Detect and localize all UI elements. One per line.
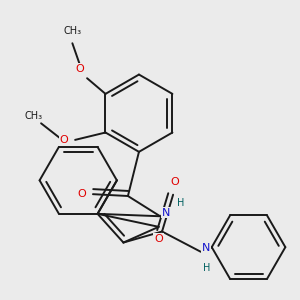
Text: H: H	[177, 198, 184, 208]
Text: CH₃: CH₃	[63, 26, 81, 36]
Text: O: O	[75, 64, 84, 74]
Text: O: O	[77, 189, 86, 199]
Text: O: O	[171, 177, 179, 187]
Text: N: N	[161, 208, 170, 218]
Text: O: O	[60, 135, 68, 145]
Text: H: H	[202, 263, 210, 273]
Text: CH₃: CH₃	[25, 111, 43, 121]
Text: N: N	[202, 243, 210, 253]
Text: O: O	[154, 234, 163, 244]
